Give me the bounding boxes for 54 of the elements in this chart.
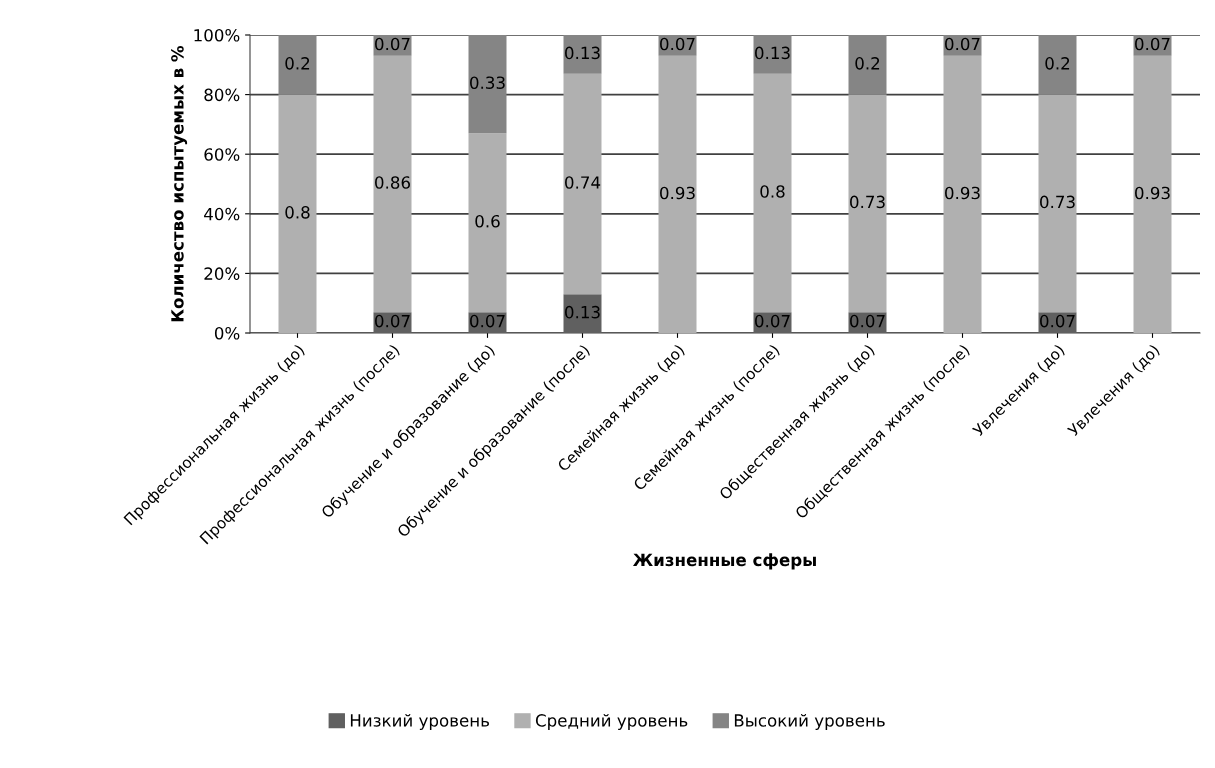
bar <box>943 55 982 333</box>
data-label: 0.2 <box>1045 57 1070 70</box>
y-tick-label: 20% <box>204 267 240 280</box>
bar <box>563 73 602 295</box>
bar <box>563 294 602 333</box>
bar <box>278 94 317 333</box>
data-label: 0.74 <box>565 176 601 189</box>
data-label: 0.8 <box>760 185 785 198</box>
bar <box>753 35 792 74</box>
y-tick-label: 100% <box>194 28 240 42</box>
data-label: 0.13 <box>565 305 600 319</box>
data-label: 0.6 <box>475 214 500 228</box>
bar <box>753 73 792 313</box>
bar <box>468 35 507 134</box>
y-tick-label: 60% <box>204 148 240 161</box>
bar <box>1038 94 1077 313</box>
y-axis-title: Количество испытуемых в % <box>171 45 188 322</box>
bar <box>1133 55 1172 333</box>
data-label: 0.07 <box>1135 37 1170 51</box>
legend-label: Низкий уровень <box>350 713 489 730</box>
data-label: 0.93 <box>1135 186 1170 200</box>
data-label: 0.07 <box>375 314 410 328</box>
bar <box>468 133 507 313</box>
legend-label: Высокий уровень <box>734 713 885 730</box>
data-label: 0.73 <box>1040 195 1075 209</box>
bar <box>848 94 887 313</box>
data-label: 0.13 <box>755 46 790 60</box>
data-label: 0.07 <box>1040 314 1075 328</box>
data-label: 0.07 <box>945 37 980 51</box>
data-label: 0.2 <box>285 57 310 70</box>
bar <box>373 55 412 313</box>
bar <box>848 35 887 95</box>
data-label: 0.07 <box>660 37 695 51</box>
data-label: 0.07 <box>850 314 885 328</box>
bar <box>1038 35 1077 95</box>
bar <box>278 35 317 95</box>
bar <box>563 35 602 74</box>
data-label: 0.07 <box>470 314 505 328</box>
data-label: 0.86 <box>375 176 411 189</box>
bar <box>658 55 697 333</box>
data-label: 0.07 <box>375 37 410 51</box>
y-tick-label: 40% <box>204 207 240 221</box>
legend-label: Средний уровень <box>535 713 688 730</box>
data-label: 0.73 <box>850 195 885 209</box>
data-label: 0.33 <box>470 76 505 90</box>
data-label: 0.8 <box>285 206 310 219</box>
data-label: 0.93 <box>945 186 980 200</box>
x-axis-title: Жизненные сферы <box>632 553 816 570</box>
y-tick-label: 80% <box>204 88 240 102</box>
data-label: 0.2 <box>855 57 880 70</box>
data-label: 0.93 <box>660 186 695 200</box>
y-tick-label: 0% <box>214 326 240 340</box>
data-label: 0.07 <box>755 314 790 328</box>
data-label: 0.13 <box>565 46 600 60</box>
